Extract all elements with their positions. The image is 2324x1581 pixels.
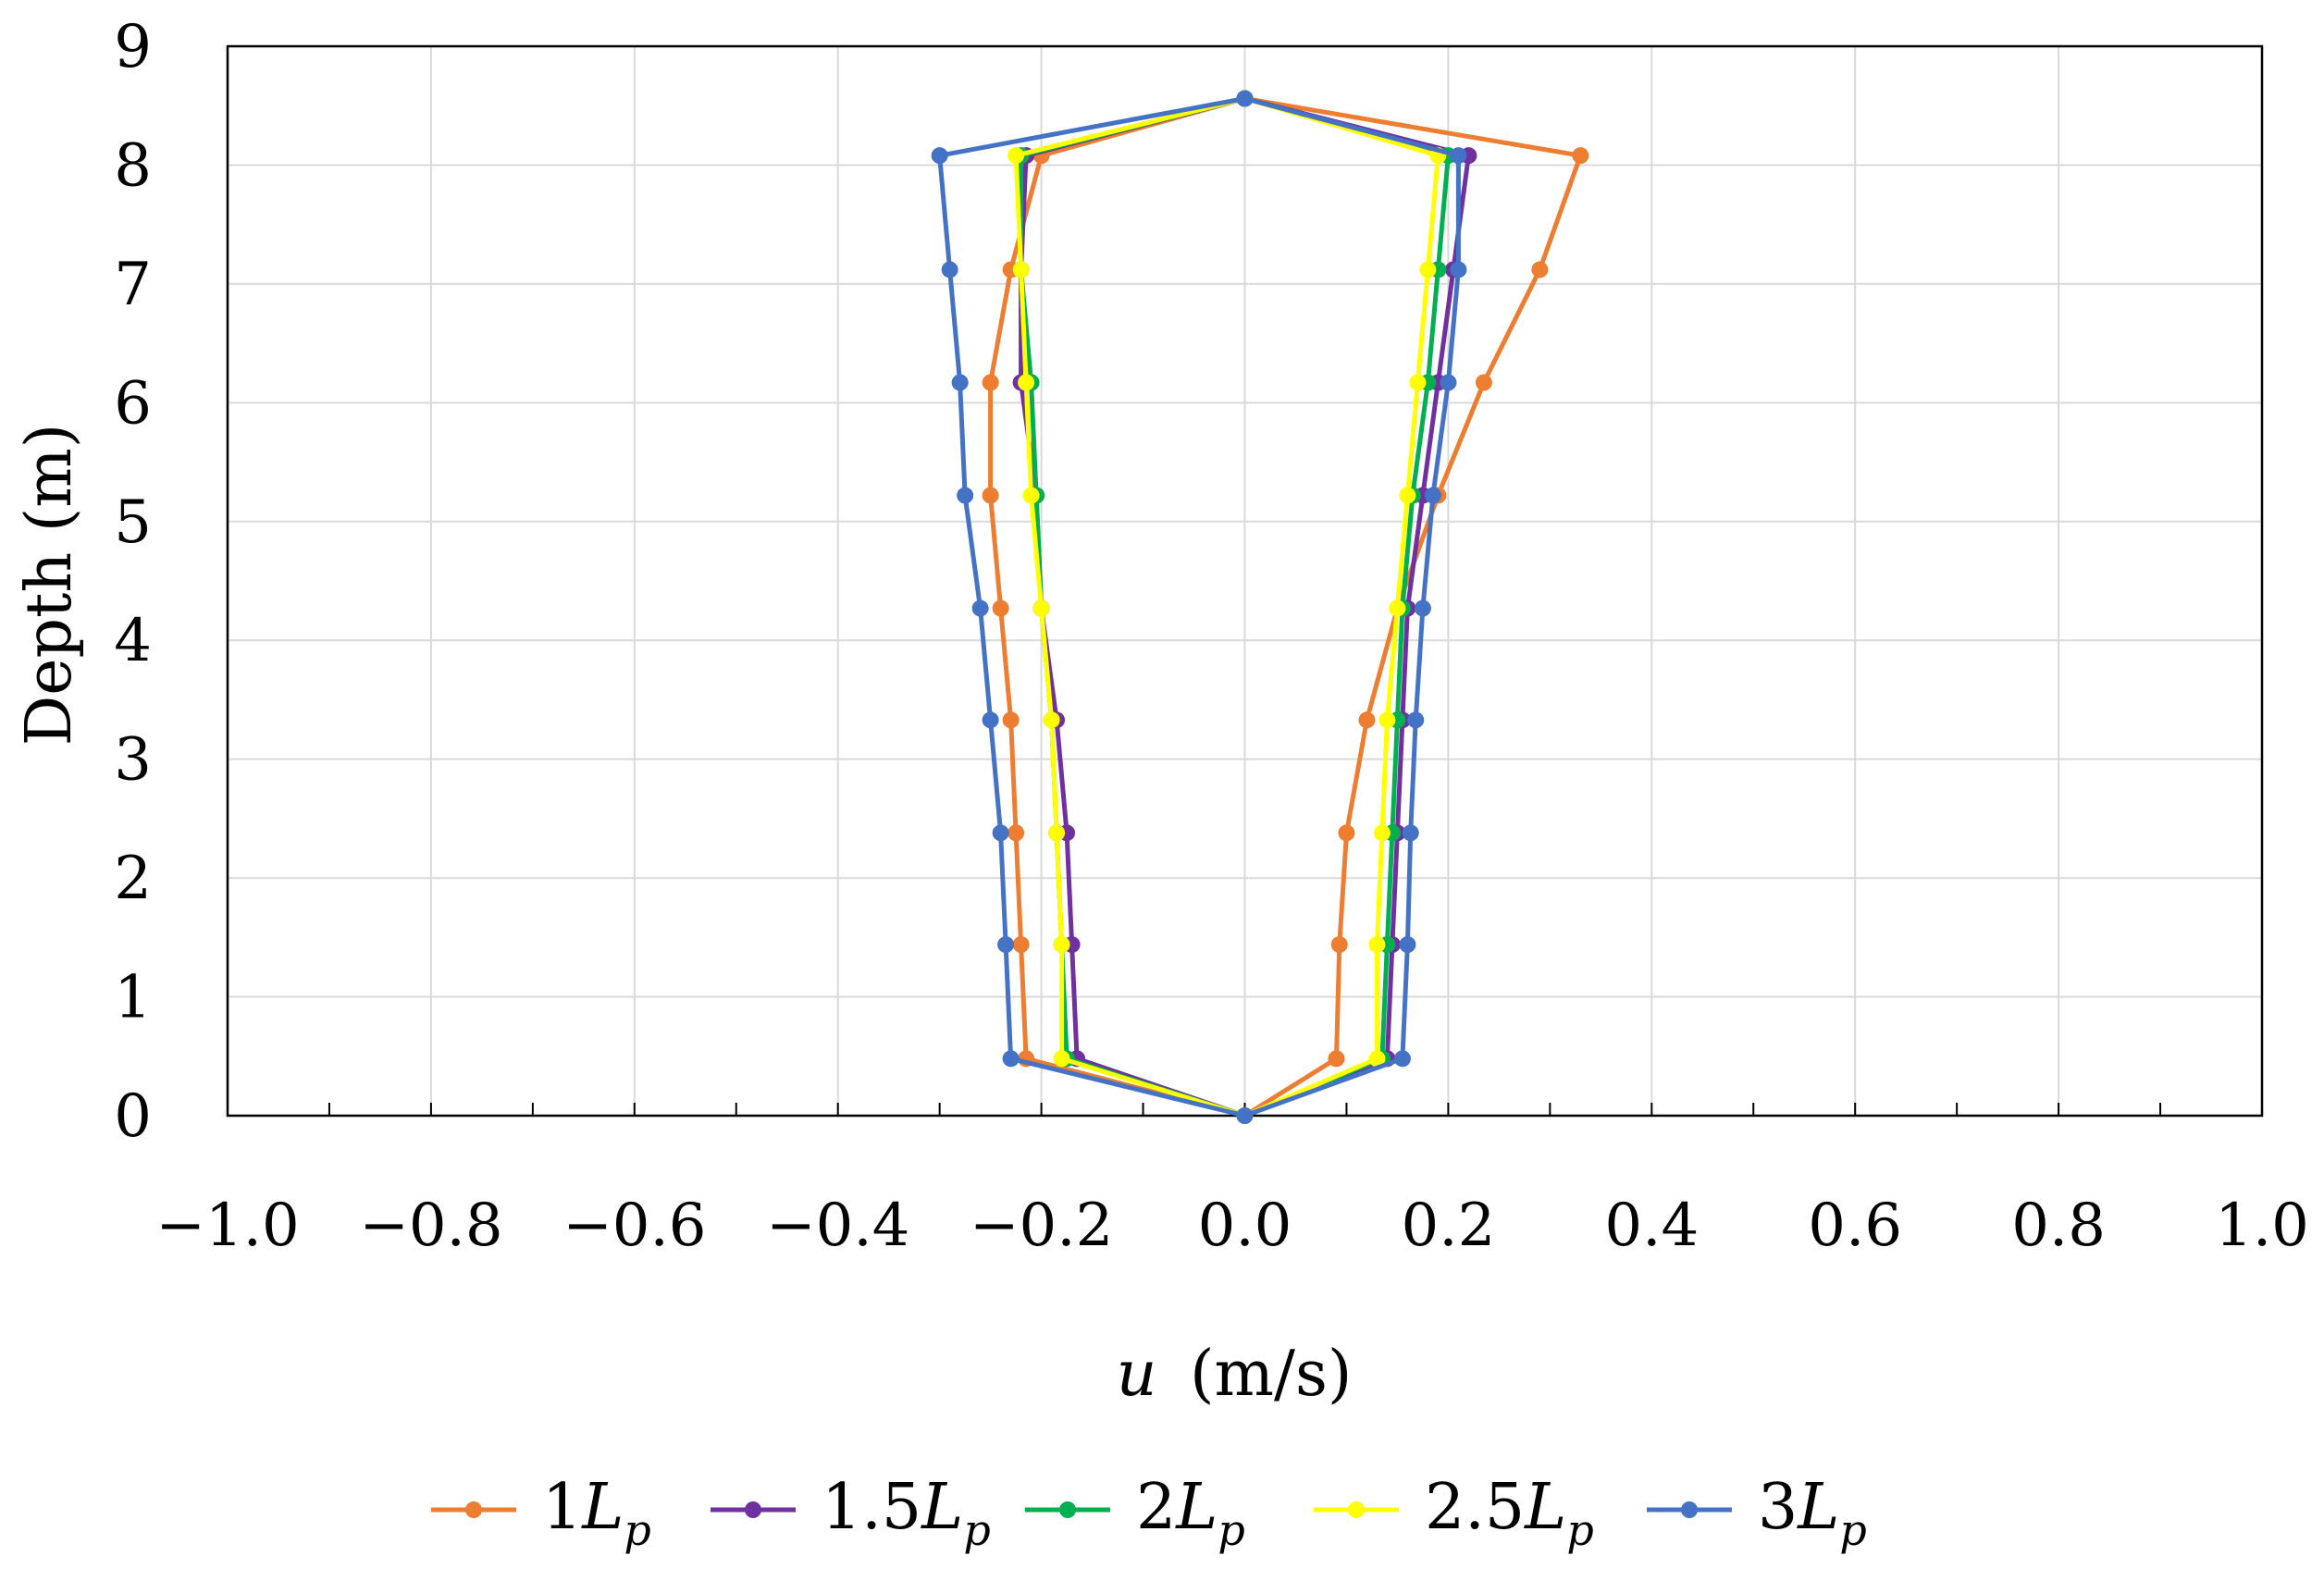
data-point — [1043, 711, 1060, 729]
minor-ticks — [227, 1103, 2263, 1116]
legend-marker — [745, 1501, 761, 1518]
data-point — [957, 487, 974, 504]
data-point — [1236, 90, 1254, 107]
x-tick-label: 0.6 — [1808, 1192, 1902, 1260]
y-tick-label: 7 — [114, 251, 152, 319]
data-point — [1407, 711, 1425, 729]
data-point — [992, 824, 1009, 842]
series-3p — [931, 90, 1467, 1124]
data-point — [1053, 1050, 1070, 1068]
data-point — [1409, 374, 1427, 391]
data-point — [1022, 487, 1040, 504]
y-tick-label: 5 — [114, 488, 152, 557]
data-point — [1002, 1050, 1020, 1068]
x-tick-label: −0.6 — [562, 1192, 706, 1260]
x-tick-label: −0.4 — [766, 1192, 909, 1260]
data-point — [1531, 261, 1549, 278]
data-point — [1012, 261, 1030, 278]
data-point — [1450, 261, 1467, 278]
data-point — [951, 374, 969, 391]
y-tick-label: 0 — [114, 1082, 152, 1151]
data-point — [1012, 936, 1030, 954]
data-point — [992, 599, 1009, 617]
y-tick-label: 9 — [114, 13, 152, 81]
data-point — [1572, 147, 1589, 165]
data-point — [1368, 1050, 1386, 1068]
legend-marker — [1348, 1501, 1365, 1518]
legend-label: 3Lp — [1758, 1471, 1867, 1555]
data-point — [941, 261, 958, 278]
x-tick-label: 0.8 — [2011, 1192, 2106, 1260]
data-point — [1328, 1050, 1345, 1068]
y-tick-labels: 0 1 2 3 4 5 6 7 8 9 — [114, 13, 152, 1151]
legend-item: 3Lp — [1647, 1471, 1867, 1555]
legend-label: 2.5Lp — [1425, 1471, 1594, 1555]
x-tick-label: −1.0 — [155, 1192, 299, 1260]
legend-item: 1Lp — [431, 1471, 651, 1555]
data-point — [1440, 374, 1457, 391]
data-point — [1018, 374, 1035, 391]
data-point — [1450, 147, 1467, 165]
x-tick-labels: −1.0 −0.8 −0.6 −0.4 −0.2 0.0 0.2 0.4 0.6 0.8 1.0 — [155, 1192, 2309, 1260]
y-tick-label: 3 — [114, 726, 152, 795]
data-point — [1399, 487, 1416, 504]
data-point — [1373, 824, 1391, 842]
data-point — [931, 147, 948, 165]
data-point — [1053, 936, 1070, 954]
x-tick-label: 0.4 — [1604, 1192, 1699, 1260]
data-point — [1389, 599, 1406, 617]
y-axis-title: Depth (m) — [13, 424, 86, 747]
data-point — [971, 599, 989, 617]
x-tick-label: −0.8 — [359, 1192, 502, 1260]
y-tick-label: 8 — [114, 131, 152, 200]
data-point — [1393, 1050, 1411, 1068]
data-point — [1236, 1107, 1254, 1124]
data-point — [1402, 824, 1419, 842]
legend-marker — [1681, 1501, 1698, 1518]
x-axis-title: u (m/s) — [1117, 1338, 1353, 1411]
y-tick-label: 4 — [114, 607, 152, 675]
x-tick-label: −0.2 — [970, 1192, 1113, 1260]
data-point — [1414, 599, 1431, 617]
y-tick-label: 1 — [114, 964, 152, 1032]
series-1p — [982, 90, 1589, 1124]
data-point — [1002, 711, 1020, 729]
legend-marker — [465, 1501, 482, 1518]
data-point — [1048, 824, 1066, 842]
data-point — [1007, 147, 1025, 165]
data-point — [1399, 936, 1416, 954]
legend-marker — [1059, 1501, 1076, 1518]
legend-item: 1.5Lp — [711, 1471, 991, 1555]
data-point — [997, 936, 1015, 954]
data-point — [1424, 487, 1441, 504]
data-point — [1338, 824, 1355, 842]
data-point — [982, 374, 999, 391]
data-point — [982, 711, 999, 729]
data-point — [1007, 824, 1025, 842]
data-point — [1419, 261, 1437, 278]
data-point — [1475, 374, 1492, 391]
legend-item: 2.5Lp — [1314, 1471, 1594, 1555]
data-point — [1358, 711, 1376, 729]
x-tick-label: 0.2 — [1402, 1192, 1496, 1260]
x-tick-label: 0.0 — [1198, 1192, 1292, 1260]
legend-item: 2Lp — [1025, 1471, 1245, 1555]
data-point — [982, 487, 999, 504]
legend-label: 2Lp — [1136, 1471, 1245, 1555]
data-point — [1368, 936, 1386, 954]
y-tick-label: 2 — [114, 845, 152, 913]
legend-label: 1.5Lp — [822, 1471, 991, 1555]
legend-label: 1Lp — [542, 1471, 651, 1555]
data-point — [1032, 599, 1050, 617]
legend: 1Lp 1.5Lp 2Lp 2.5Lp 3Lp — [431, 1471, 1867, 1555]
data-point — [1378, 711, 1396, 729]
data-point — [1330, 936, 1348, 954]
x-axis-unit: (m/s) — [1190, 1338, 1352, 1411]
x-tick-label: 1.0 — [2215, 1192, 2309, 1260]
x-axis-variable: u — [1117, 1338, 1157, 1411]
series-layer — [931, 90, 1589, 1124]
y-tick-label: 6 — [114, 369, 152, 438]
